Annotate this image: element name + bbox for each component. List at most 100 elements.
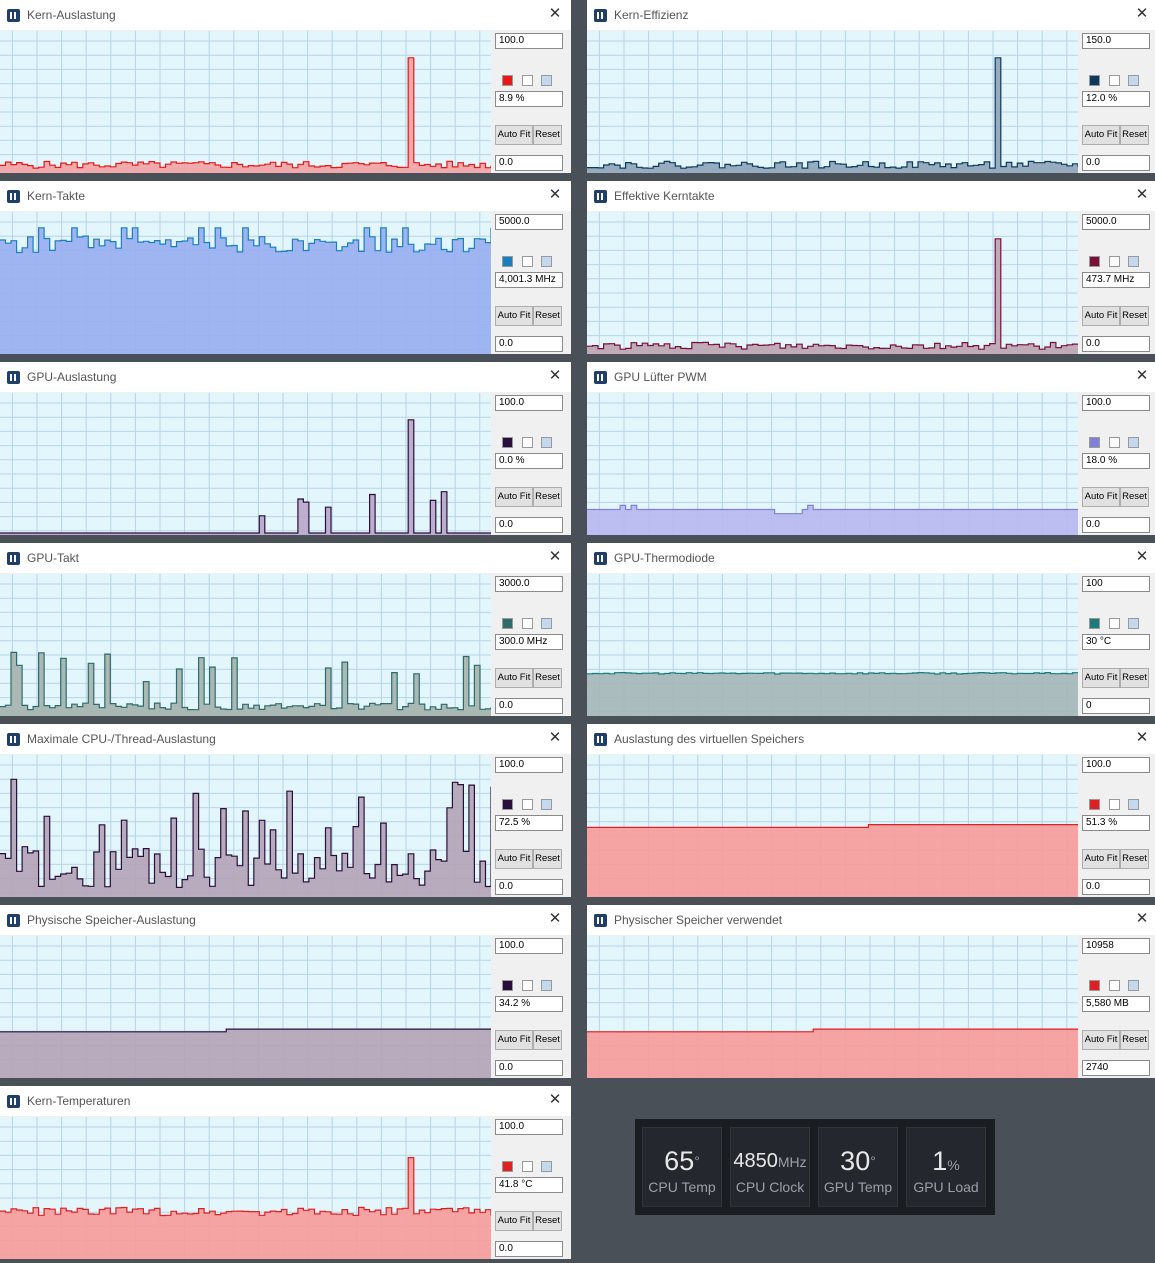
max-value-field[interactable]: 100.0 (495, 938, 563, 954)
line-color-swatch[interactable] (502, 75, 513, 86)
background-color-swatch[interactable] (522, 980, 533, 991)
max-value-field[interactable]: 5000.0 (495, 214, 563, 230)
reset-button[interactable]: Reset (1120, 306, 1149, 326)
close-icon[interactable]: ✕ (548, 5, 562, 22)
auto-fit-button[interactable]: Auto Fit (1082, 668, 1120, 688)
max-value-field[interactable]: 3000.0 (495, 576, 563, 592)
reset-button[interactable]: Reset (1120, 1030, 1149, 1050)
line-color-swatch[interactable] (502, 618, 513, 629)
grid-color-swatch[interactable] (541, 980, 552, 991)
max-value-field[interactable]: 100.0 (495, 33, 563, 49)
min-value-field[interactable]: 0.0 (495, 1060, 563, 1076)
line-color-swatch[interactable] (1089, 75, 1100, 86)
max-value-field[interactable]: 100.0 (495, 395, 563, 411)
reset-button[interactable]: Reset (1120, 849, 1149, 869)
panel-titlebar[interactable]: GPU-Takt ✕ (0, 543, 571, 573)
panel-titlebar[interactable]: GPU-Auslastung ✕ (0, 362, 571, 392)
panel-titlebar[interactable]: Kern-Takte ✕ (0, 181, 571, 211)
min-value-field[interactable]: 0.0 (495, 517, 563, 533)
grid-color-swatch[interactable] (1128, 799, 1139, 810)
max-value-field[interactable]: 100.0 (495, 1119, 563, 1135)
background-color-swatch[interactable] (522, 437, 533, 448)
max-value-field[interactable]: 100 (1082, 576, 1150, 592)
panel-titlebar[interactable]: Physischer Speicher verwendet ✕ (587, 905, 1155, 935)
min-value-field[interactable]: 0.0 (1082, 879, 1150, 895)
grid-color-swatch[interactable] (541, 1161, 552, 1172)
auto-fit-button[interactable]: Auto Fit (1082, 1030, 1120, 1050)
close-icon[interactable]: ✕ (548, 186, 562, 203)
grid-color-swatch[interactable] (541, 799, 552, 810)
background-color-swatch[interactable] (522, 799, 533, 810)
line-color-swatch[interactable] (502, 437, 513, 448)
line-color-swatch[interactable] (1089, 618, 1100, 629)
max-value-field[interactable]: 100.0 (1082, 395, 1150, 411)
grid-color-swatch[interactable] (1128, 437, 1139, 448)
panel-titlebar[interactable]: Auslastung des virtuellen Speichers ✕ (587, 724, 1155, 754)
min-value-field[interactable]: 0.0 (495, 698, 563, 714)
background-color-swatch[interactable] (1109, 799, 1120, 810)
close-icon[interactable]: ✕ (1135, 729, 1149, 746)
line-color-swatch[interactable] (1089, 256, 1100, 267)
auto-fit-button[interactable]: Auto Fit (495, 306, 533, 326)
close-icon[interactable]: ✕ (1135, 910, 1149, 927)
close-icon[interactable]: ✕ (1135, 5, 1149, 22)
max-value-field[interactable]: 100.0 (1082, 757, 1150, 773)
panel-titlebar[interactable]: Physische Speicher-Auslastung ✕ (0, 905, 571, 935)
grid-color-swatch[interactable] (1128, 75, 1139, 86)
min-value-field[interactable]: 0.0 (1082, 517, 1150, 533)
auto-fit-button[interactable]: Auto Fit (495, 668, 533, 688)
grid-color-swatch[interactable] (1128, 256, 1139, 267)
background-color-swatch[interactable] (522, 1161, 533, 1172)
auto-fit-button[interactable]: Auto Fit (1082, 487, 1120, 507)
max-value-field[interactable]: 10958 (1082, 938, 1150, 954)
line-color-swatch[interactable] (1089, 980, 1100, 991)
max-value-field[interactable]: 5000.0 (1082, 214, 1150, 230)
reset-button[interactable]: Reset (533, 487, 562, 507)
min-value-field[interactable]: 0.0 (495, 155, 563, 171)
panel-titlebar[interactable]: Kern-Effizienz ✕ (587, 0, 1155, 30)
min-value-field[interactable]: 0.0 (495, 879, 563, 895)
close-icon[interactable]: ✕ (548, 367, 562, 384)
background-color-swatch[interactable] (522, 618, 533, 629)
min-value-field[interactable]: 0 (1082, 698, 1150, 714)
grid-color-swatch[interactable] (1128, 980, 1139, 991)
min-value-field[interactable]: 2740 (1082, 1060, 1150, 1076)
max-value-field[interactable]: 100.0 (495, 757, 563, 773)
grid-color-swatch[interactable] (541, 75, 552, 86)
line-color-swatch[interactable] (502, 980, 513, 991)
auto-fit-button[interactable]: Auto Fit (1082, 306, 1120, 326)
reset-button[interactable]: Reset (1120, 125, 1149, 145)
grid-color-swatch[interactable] (541, 618, 552, 629)
min-value-field[interactable]: 0.0 (1082, 155, 1150, 171)
reset-button[interactable]: Reset (533, 849, 562, 869)
panel-titlebar[interactable]: Kern-Auslastung ✕ (0, 0, 571, 30)
panel-titlebar[interactable]: Maximale CPU-/Thread-Auslastung ✕ (0, 724, 571, 754)
min-value-field[interactable]: 0.0 (495, 1241, 563, 1257)
auto-fit-button[interactable]: Auto Fit (495, 487, 533, 507)
background-color-swatch[interactable] (1109, 618, 1120, 629)
background-color-swatch[interactable] (1109, 980, 1120, 991)
background-color-swatch[interactable] (1109, 437, 1120, 448)
auto-fit-button[interactable]: Auto Fit (1082, 849, 1120, 869)
close-icon[interactable]: ✕ (548, 548, 562, 565)
reset-button[interactable]: Reset (1120, 668, 1149, 688)
reset-button[interactable]: Reset (533, 125, 562, 145)
reset-button[interactable]: Reset (533, 306, 562, 326)
panel-titlebar[interactable]: Effektive Kerntakte ✕ (587, 181, 1155, 211)
panel-titlebar[interactable]: Kern-Temperaturen ✕ (0, 1086, 571, 1116)
line-color-swatch[interactable] (502, 1161, 513, 1172)
reset-button[interactable]: Reset (533, 668, 562, 688)
reset-button[interactable]: Reset (1120, 487, 1149, 507)
grid-color-swatch[interactable] (541, 437, 552, 448)
panel-titlebar[interactable]: GPU-Thermodiode ✕ (587, 543, 1155, 573)
reset-button[interactable]: Reset (533, 1030, 562, 1050)
min-value-field[interactable]: 0.0 (1082, 336, 1150, 352)
background-color-swatch[interactable] (1109, 256, 1120, 267)
auto-fit-button[interactable]: Auto Fit (1082, 125, 1120, 145)
background-color-swatch[interactable] (1109, 75, 1120, 86)
max-value-field[interactable]: 150.0 (1082, 33, 1150, 49)
background-color-swatch[interactable] (522, 256, 533, 267)
close-icon[interactable]: ✕ (548, 910, 562, 927)
auto-fit-button[interactable]: Auto Fit (495, 849, 533, 869)
close-icon[interactable]: ✕ (548, 1091, 562, 1108)
